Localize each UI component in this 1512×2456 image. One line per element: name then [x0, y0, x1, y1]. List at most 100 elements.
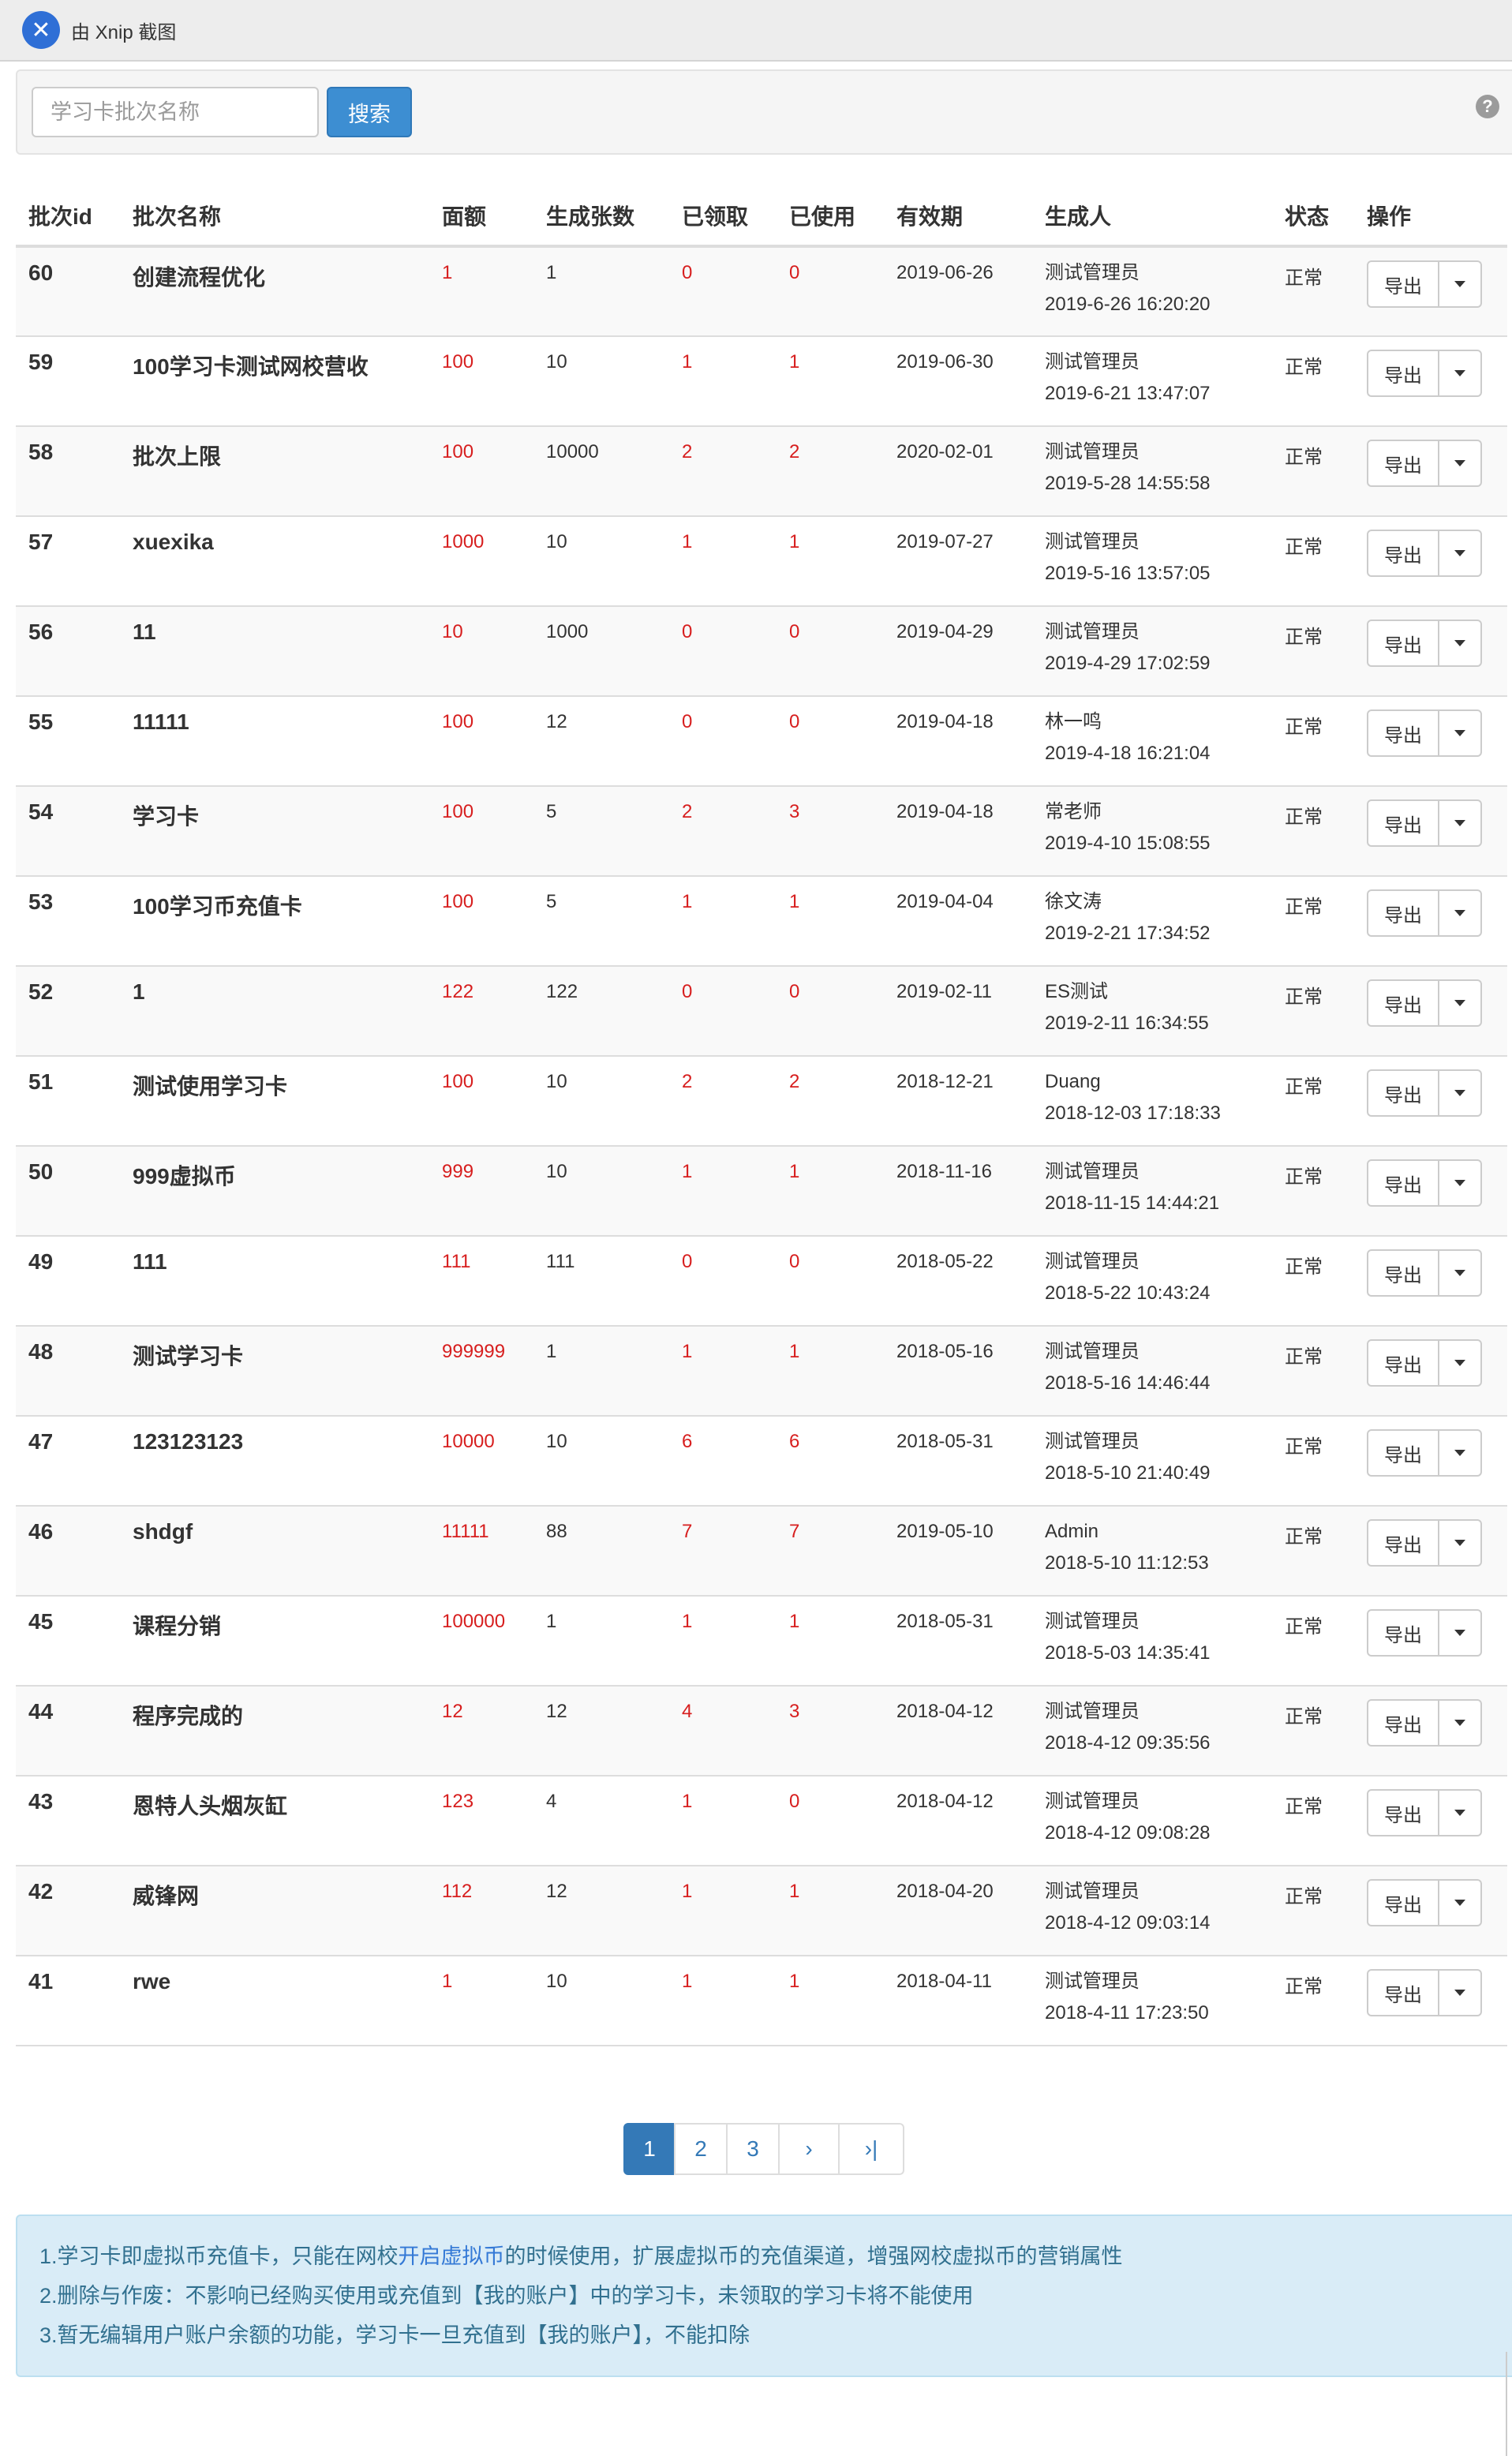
export-button[interactable]: 导出	[1368, 1161, 1439, 1205]
export-button[interactable]: 导出	[1368, 531, 1439, 575]
header-used[interactable]: 已使用	[777, 186, 884, 248]
export-button[interactable]: 导出	[1368, 1341, 1439, 1385]
export-dropdown-toggle[interactable]	[1439, 801, 1480, 845]
export-button[interactable]: 导出	[1368, 891, 1439, 935]
export-dropdown-toggle[interactable]	[1439, 1341, 1480, 1385]
batch-id-cell: 46	[16, 1506, 120, 1597]
export-dropdown-toggle[interactable]	[1439, 621, 1480, 665]
export-button[interactable]: 导出	[1368, 1071, 1439, 1115]
created-time: 2018-5-10 11:12:53	[1045, 1552, 1209, 1574]
export-dropdown-toggle[interactable]	[1439, 1071, 1480, 1115]
caret-down-icon	[1454, 640, 1465, 646]
used-count-cell: 1	[777, 1146, 884, 1237]
next-page-button[interactable]: ›	[778, 2123, 840, 2175]
header-expiry[interactable]: 有效期	[884, 186, 1032, 248]
export-button[interactable]: 导出	[1368, 262, 1439, 306]
export-button[interactable]: 导出	[1368, 1521, 1439, 1565]
created-time: 2018-4-12 09:03:14	[1045, 1912, 1211, 1934]
header-face-value[interactable]: 面额	[429, 186, 533, 248]
caret-down-icon	[1454, 1360, 1465, 1366]
export-dropdown-toggle[interactable]	[1439, 1971, 1480, 2015]
generated-count-cell: 1	[533, 1326, 669, 1417]
expiry-date-cell: 2018-05-22	[884, 1236, 1032, 1327]
export-dropdown-toggle[interactable]	[1439, 531, 1480, 575]
export-dropdown-toggle[interactable]	[1439, 1611, 1480, 1655]
creator-cell: 测试管理员 2019-5-16 13:57:05	[1032, 516, 1272, 607]
export-dropdown-toggle[interactable]	[1439, 1251, 1480, 1295]
export-dropdown-toggle[interactable]	[1439, 1881, 1480, 1925]
caret-down-icon	[1454, 1630, 1465, 1636]
export-dropdown-toggle[interactable]	[1439, 262, 1480, 306]
used-count-cell: 3	[777, 786, 884, 877]
export-dropdown-toggle[interactable]	[1439, 441, 1480, 485]
creator-cell: 测试管理员 2018-4-12 09:03:14	[1032, 1866, 1272, 1956]
export-button[interactable]: 导出	[1368, 621, 1439, 665]
creator-name: 测试管理员	[1045, 1611, 1140, 1632]
header-generated-count[interactable]: 生成张数	[533, 186, 669, 248]
used-count-cell: 1	[777, 1326, 884, 1417]
batch-name-search-input[interactable]	[32, 87, 319, 137]
batch-name-cell: 测试学习卡	[120, 1326, 429, 1417]
creator-name: 测试管理员	[1045, 1431, 1140, 1452]
export-dropdown-toggle[interactable]	[1439, 1161, 1480, 1205]
generated-count-cell: 88	[533, 1506, 669, 1597]
batch-name-cell: 999虚拟币	[120, 1146, 429, 1237]
header-batch-name[interactable]: 批次名称	[120, 186, 429, 248]
status-cell: 正常	[1272, 1236, 1354, 1327]
created-time: 2019-4-29 17:02:59	[1045, 653, 1211, 674]
used-count-cell: 1	[777, 876, 884, 967]
export-button[interactable]: 导出	[1368, 1431, 1439, 1475]
page-1-button[interactable]: 1	[623, 2123, 676, 2175]
received-count-cell: 1	[669, 1776, 777, 1866]
export-button[interactable]: 导出	[1368, 1791, 1439, 1835]
page-3-button[interactable]: 3	[726, 2123, 780, 2175]
export-dropdown-toggle[interactable]	[1439, 891, 1480, 935]
export-dropdown-toggle[interactable]	[1439, 981, 1480, 1025]
actions-cell: 导出	[1354, 246, 1507, 337]
header-creator[interactable]: 生成人	[1032, 186, 1272, 248]
last-page-button[interactable]: ›|	[838, 2123, 904, 2175]
window-title: 由 Xnip 截图	[71, 21, 177, 43]
export-button[interactable]: 导出	[1368, 981, 1439, 1025]
table-row: 51 测试使用学习卡 100 10 2 2 2018-12-21 Duang 2018-12-0…	[16, 1056, 1507, 1147]
status-cell: 正常	[1272, 1326, 1354, 1417]
creator-name: 徐文涛	[1045, 891, 1102, 912]
export-button[interactable]: 导出	[1368, 711, 1439, 755]
status-cell: 正常	[1272, 1776, 1354, 1866]
export-button-group: 导出	[1367, 799, 1482, 847]
table-row: 43 恩特人头烟灰缸 123 4 1 0 2018-04-12 测试管理员 2018-4-12 …	[16, 1776, 1507, 1866]
used-count-cell: 3	[777, 1686, 884, 1776]
export-button[interactable]: 导出	[1368, 1881, 1439, 1925]
export-dropdown-toggle[interactable]	[1439, 1701, 1480, 1745]
search-button[interactable]: 搜索	[327, 87, 412, 137]
help-icon[interactable]: ?	[1476, 95, 1499, 118]
generated-count-cell: 10	[533, 336, 669, 427]
page-2-button[interactable]: 2	[674, 2123, 728, 2175]
actions-cell: 导出	[1354, 336, 1507, 427]
export-dropdown-toggle[interactable]	[1439, 1431, 1480, 1475]
actions-cell: 导出	[1354, 426, 1507, 517]
export-button-group: 导出	[1367, 1789, 1482, 1836]
export-dropdown-toggle[interactable]	[1439, 1791, 1480, 1835]
export-button[interactable]: 导出	[1368, 1251, 1439, 1295]
export-dropdown-toggle[interactable]	[1439, 351, 1480, 395]
export-button[interactable]: 导出	[1368, 441, 1439, 485]
export-dropdown-toggle[interactable]	[1439, 1521, 1480, 1565]
export-button[interactable]: 导出	[1368, 801, 1439, 845]
created-time: 2019-2-11 16:34:55	[1045, 1013, 1209, 1034]
enable-virtual-coin-link[interactable]: 开启虚拟币	[398, 2244, 505, 2268]
batch-id-cell: 59	[16, 336, 120, 427]
received-count-cell: 2	[669, 426, 777, 517]
export-button[interactable]: 导出	[1368, 351, 1439, 395]
created-time: 2018-11-15 14:44:21	[1045, 1192, 1220, 1214]
creator-cell: 测试管理员 2018-5-16 14:46:44	[1032, 1326, 1272, 1417]
header-batch-id[interactable]: 批次id	[16, 186, 120, 248]
actions-cell: 导出	[1354, 1866, 1507, 1956]
caret-down-icon	[1454, 1900, 1465, 1906]
export-dropdown-toggle[interactable]	[1439, 711, 1480, 755]
export-button[interactable]: 导出	[1368, 1971, 1439, 2015]
export-button[interactable]: 导出	[1368, 1701, 1439, 1745]
header-status[interactable]: 状态	[1272, 186, 1354, 248]
export-button[interactable]: 导出	[1368, 1611, 1439, 1655]
header-received[interactable]: 已领取	[669, 186, 777, 248]
